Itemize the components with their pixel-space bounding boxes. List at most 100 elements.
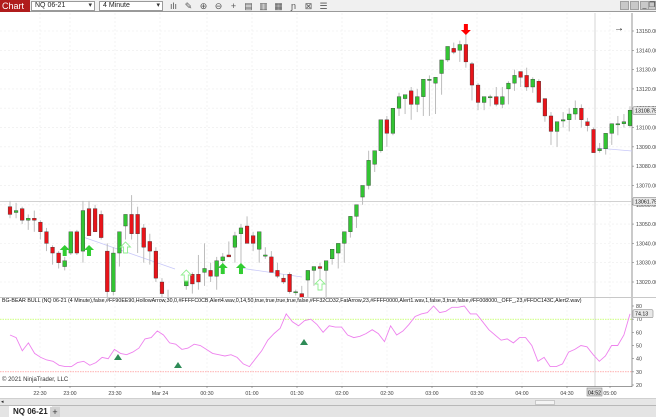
candle[interactable] — [86, 200, 92, 236]
candle[interactable] — [293, 289, 298, 296]
candle[interactable] — [20, 206, 25, 225]
candle[interactable] — [585, 117, 590, 132]
candle[interactable] — [299, 285, 304, 302]
candle[interactable] — [609, 123, 614, 145]
candle[interactable] — [342, 231, 347, 263]
candle[interactable] — [603, 133, 608, 155]
candle[interactable] — [591, 127, 596, 153]
properties-icon[interactable]: ▥ — [259, 1, 268, 11]
data-box-icon[interactable]: ▤ — [244, 1, 253, 11]
candle[interactable] — [506, 81, 511, 105]
candle[interactable] — [463, 31, 468, 68]
candle[interactable] — [80, 200, 86, 263]
candle[interactable] — [147, 233, 152, 265]
candle[interactable] — [573, 100, 578, 120]
candle[interactable] — [226, 241, 231, 258]
candle[interactable] — [165, 289, 171, 317]
candle[interactable] — [494, 86, 499, 107]
candle[interactable] — [62, 256, 67, 271]
chart-trader-icon[interactable]: ⊠ — [304, 1, 313, 11]
candle[interactable] — [621, 114, 626, 128]
window-tile-button-2[interactable] — [630, 1, 639, 10]
candle[interactable] — [251, 231, 256, 252]
candle[interactable] — [141, 224, 146, 263]
candle[interactable] — [129, 195, 134, 240]
scroll-to-end-arrow-icon[interactable]: → — [614, 23, 624, 34]
chart-window-tab[interactable]: Chart — [0, 0, 30, 12]
candle[interactable] — [68, 231, 73, 255]
add-tab-button[interactable]: + — [50, 407, 60, 417]
candle[interactable] — [457, 40, 462, 62]
candle[interactable] — [427, 75, 432, 116]
candle[interactable] — [567, 108, 572, 132]
candle[interactable] — [627, 106, 633, 128]
candle[interactable] — [190, 272, 195, 294]
candle[interactable] — [433, 77, 438, 115]
candle[interactable] — [117, 231, 122, 267]
candle[interactable] — [263, 247, 268, 259]
tab-nq-06-21[interactable]: NQ 06-21 — [9, 406, 52, 418]
candle[interactable] — [269, 251, 274, 273]
candle[interactable] — [196, 254, 201, 290]
candle[interactable] — [50, 245, 55, 265]
candle[interactable] — [536, 79, 541, 103]
candle[interactable] — [74, 229, 79, 255]
candle[interactable] — [257, 231, 262, 263]
candle[interactable] — [451, 42, 456, 55]
scroll-left-icon[interactable]: ◂ — [1, 399, 4, 405]
candle[interactable] — [336, 243, 341, 269]
candle[interactable] — [159, 278, 165, 302]
candle[interactable] — [354, 204, 359, 228]
candle[interactable] — [512, 69, 517, 91]
candle[interactable] — [482, 96, 487, 111]
candle[interactable] — [396, 92, 402, 116]
candle[interactable] — [232, 231, 237, 263]
candle[interactable] — [372, 150, 377, 172]
pencil-draw-icon[interactable]: ✎ — [184, 1, 193, 11]
candle[interactable] — [311, 266, 316, 286]
candle[interactable] — [208, 262, 213, 282]
interval-selector[interactable]: 4 Minute ▾ — [99, 1, 163, 11]
candle[interactable] — [366, 150, 371, 190]
candle[interactable] — [409, 86, 414, 120]
instrument-selector[interactable]: NQ 06-21 ▾ — [31, 1, 95, 11]
candle[interactable] — [403, 94, 408, 115]
zoom-out-icon[interactable]: ⊖ — [214, 1, 223, 11]
price-panel[interactable]: 13150.0013140.0013130.0013120.0013110.00… — [0, 13, 656, 321]
candle[interactable] — [488, 94, 493, 107]
candle[interactable] — [378, 119, 383, 153]
window-tile-button[interactable] — [620, 1, 629, 10]
candle[interactable] — [561, 112, 566, 128]
candle[interactable] — [530, 77, 535, 93]
time-axis[interactable]: 22:30 23:00 23:30 Mar 24 00:30 01:00 01:30 02:0… — [0, 386, 656, 398]
candle[interactable] — [244, 216, 250, 244]
strategies-icon[interactable]: ▦ — [274, 1, 283, 11]
candle[interactable] — [415, 88, 420, 113]
candle[interactable] — [38, 220, 43, 240]
horizontal-scrollbar[interactable]: ◂ — [0, 398, 656, 405]
candle[interactable] — [123, 214, 128, 240]
candle[interactable] — [32, 210, 37, 232]
candle[interactable] — [615, 115, 620, 136]
candle[interactable] — [330, 249, 335, 265]
candle[interactable] — [214, 256, 219, 290]
candle[interactable] — [579, 104, 584, 128]
candle[interactable] — [384, 115, 389, 147]
candle[interactable] — [93, 204, 98, 232]
candle[interactable] — [439, 59, 444, 95]
crosshair-icon[interactable]: + — [230, 1, 237, 11]
indicator-panel[interactable]: 80 70 60 50 40 30 20 74.13 — [0, 297, 656, 389]
candle[interactable] — [324, 260, 329, 298]
candle[interactable] — [14, 202, 19, 219]
bars-type-icon[interactable]: ılı — [169, 1, 177, 11]
candle[interactable] — [135, 206, 140, 254]
candle[interactable] — [475, 83, 481, 111]
candle[interactable] — [548, 112, 554, 145]
candle[interactable] — [99, 210, 104, 240]
scrollbar-thumb[interactable] — [535, 400, 555, 405]
oscillator-chart[interactable]: 80 70 60 50 40 30 20 74.13 — [0, 298, 656, 389]
candle[interactable] — [360, 185, 365, 205]
candle[interactable] — [56, 251, 61, 269]
candle[interactable] — [305, 270, 310, 300]
candle[interactable] — [421, 79, 426, 116]
